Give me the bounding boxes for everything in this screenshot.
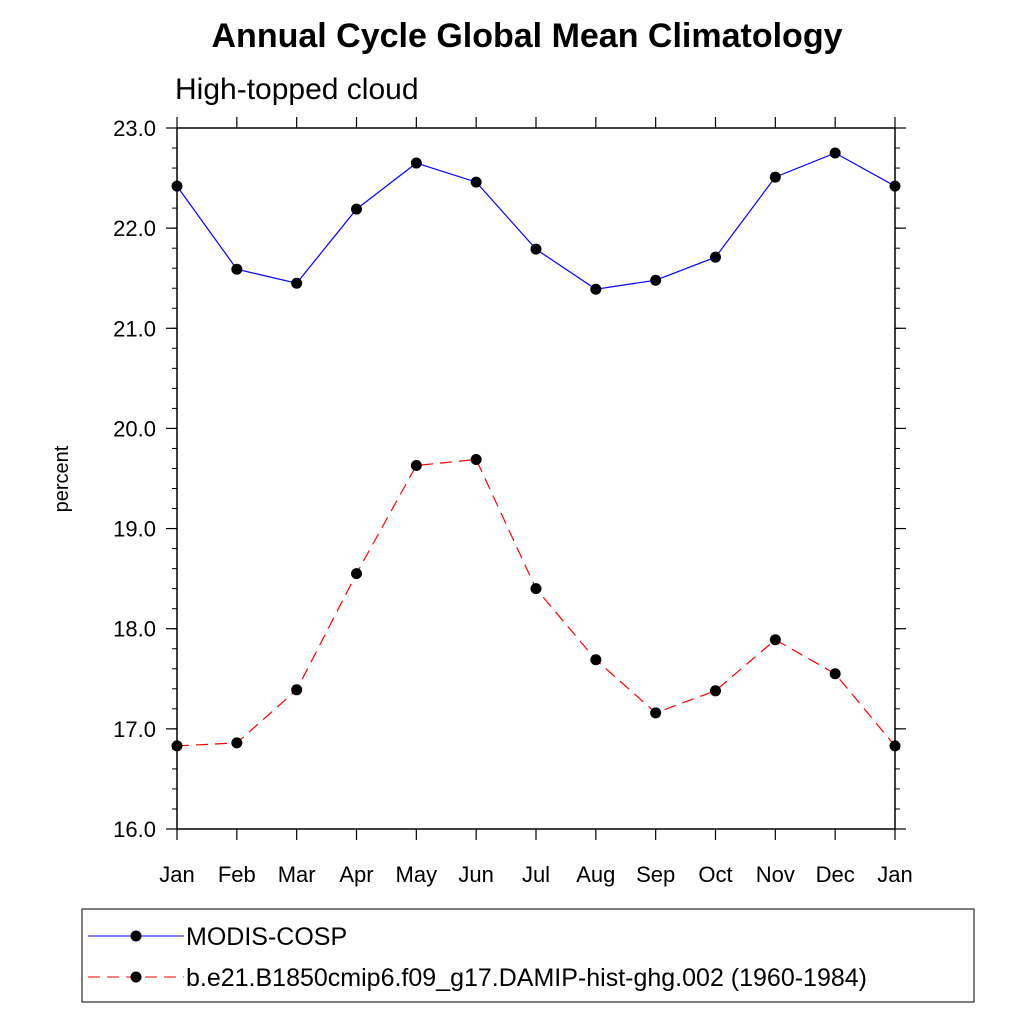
series-1-point	[351, 568, 362, 580]
y-tick-label: 18.0	[113, 617, 156, 642]
series-0-point	[889, 180, 901, 192]
series-1-point	[231, 737, 243, 749]
x-tick-label: May	[396, 862, 438, 887]
x-tick-label: Mar	[278, 862, 316, 887]
x-tick-label: Jul	[522, 862, 550, 887]
x-tick-label: Jan	[159, 862, 194, 887]
y-tick-label: 17.0	[113, 717, 156, 742]
series-0-point	[171, 180, 183, 192]
y-tick-label: 23.0	[113, 116, 156, 141]
series-line-0	[176, 152, 896, 290]
series-0-point	[231, 263, 243, 275]
series-1-point	[769, 634, 781, 646]
legend-marker-modis	[130, 930, 142, 942]
y-tick-label: 19.0	[113, 517, 156, 542]
x-tick-label: Oct	[698, 862, 732, 887]
series-1-point	[171, 740, 183, 752]
series-1-point	[590, 654, 602, 666]
x-tick-label: Aug	[576, 862, 615, 887]
y-tick-label: 22.0	[113, 216, 156, 241]
series-0-point	[291, 277, 303, 289]
series-0-point	[470, 176, 482, 188]
x-tick-label: Feb	[218, 862, 256, 887]
series-0-point	[769, 171, 781, 183]
legend: MODIS-COSP b.e21.B1850cmip6.f09_g17.DAMI…	[81, 908, 975, 1003]
x-tick-label: Nov	[756, 862, 795, 887]
series-layer	[171, 147, 901, 752]
legend-marker-model	[130, 971, 142, 983]
series-1-point	[650, 707, 662, 719]
x-tick-label: Apr	[339, 862, 373, 887]
legend-label-modis: MODIS-COSP	[186, 923, 347, 951]
chart-subtitle: High-topped cloud	[175, 73, 419, 106]
series-0-point	[590, 283, 602, 295]
x-tick-label: Sep	[636, 862, 675, 887]
legend-box	[81, 908, 975, 1003]
series-0-point	[530, 243, 542, 255]
legend-label-model: b.e21.B1850cmip6.f09_g17.DAMIP-hist-ghg.…	[186, 964, 867, 992]
major-ticks	[166, 117, 906, 840]
series-1-point	[889, 740, 901, 752]
series-0-point	[650, 274, 662, 286]
y-tick-labels: 16.0 17.0 18.0 19.0 20.0 21.0 22.0 23.0	[113, 116, 156, 842]
y-tick-label: 20.0	[113, 416, 156, 441]
series-1-point	[410, 459, 422, 471]
x-tick-labels: Jan Feb Mar Apr May Jun Jul Aug Sep Oct Nov Dec Jan	[159, 862, 912, 887]
x-tick-label: Jun	[458, 862, 493, 887]
series-0-point	[410, 157, 422, 169]
series-1-point	[291, 684, 303, 696]
series-1-point	[710, 685, 721, 697]
series-1-point	[530, 583, 542, 595]
x-tick-label: Dec	[816, 862, 855, 887]
series-0-point	[829, 147, 841, 159]
series-line-1	[176, 458, 896, 747]
series-1-point	[470, 453, 482, 465]
series-1-point	[829, 668, 841, 680]
x-tick-label: Jan	[877, 862, 912, 887]
y-tick-label: 21.0	[113, 316, 156, 341]
series-0-point	[351, 203, 362, 215]
y-tick-label: 16.0	[113, 817, 156, 842]
y-axis-label: percent	[51, 445, 73, 512]
series-0-point	[710, 251, 721, 263]
minor-ticks	[172, 127, 900, 830]
chart-title: Annual Cycle Global Mean Climatology	[212, 17, 843, 55]
plot-frame	[176, 127, 896, 830]
